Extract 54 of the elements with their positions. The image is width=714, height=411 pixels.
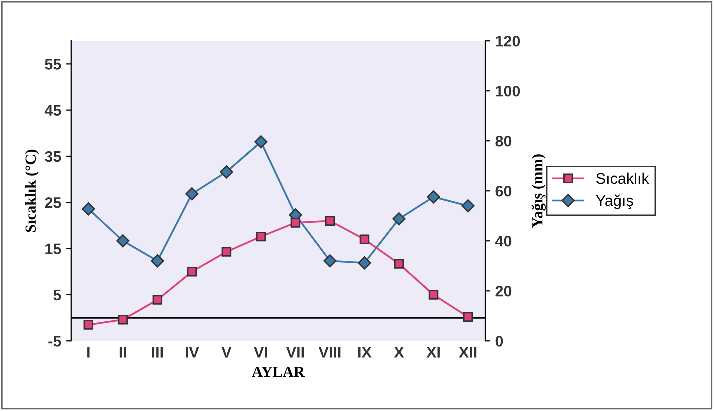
point [427, 190, 440, 204]
x-tick-label: V [222, 347, 232, 358]
y-tick-label: 55 [45, 59, 62, 70]
x-tick-label: IV [186, 347, 200, 358]
x-tick-label: II [120, 347, 126, 358]
legend-label: Sıcaklık [596, 172, 650, 184]
point [360, 234, 370, 244]
point [84, 320, 94, 330]
y2-tick-label: 120 [496, 36, 520, 47]
point [256, 232, 266, 242]
legend-label: Yağış [596, 194, 634, 210]
point [290, 218, 301, 228]
y-tick-label: 25 [45, 198, 62, 208]
y-tick-label: 35 [45, 151, 62, 162]
y2-tick-label: 80 [496, 136, 512, 147]
x-tick-label: XII [459, 347, 477, 358]
x-tick-label: X [394, 347, 404, 358]
x-tick-label: III [152, 347, 164, 358]
y2-tick-label: 20 [496, 286, 512, 297]
point [187, 267, 198, 277]
x-tick-label: I [88, 347, 90, 358]
point [118, 315, 128, 325]
y-tick-label: -5 [48, 336, 62, 347]
point [186, 188, 199, 201]
point [151, 254, 164, 268]
y-tick-label: 45 [44, 105, 62, 116]
point [462, 200, 475, 213]
y-tick-label: 15 [46, 244, 62, 254]
point [428, 290, 439, 300]
y-axis-title: Sıcaklık (°C) [25, 150, 40, 232]
y2-tick-label: 100 [496, 86, 520, 97]
point [463, 312, 474, 322]
x-tick-label: VI [254, 347, 268, 358]
x-tick-label: VII [286, 347, 304, 358]
x-tick-label: VIII [318, 347, 341, 358]
x-tick-label: XI [426, 347, 440, 358]
x-axis-title: AYLAR [252, 367, 306, 378]
point [254, 136, 268, 149]
point [325, 216, 336, 226]
y2-tick-label: 60 [496, 186, 512, 197]
point [394, 259, 404, 269]
y2-tick-label: 0 [496, 336, 504, 347]
point [116, 234, 130, 248]
point [358, 256, 372, 270]
y-tick-label: 5 [54, 290, 62, 301]
point [324, 254, 337, 268]
x-tick-label: IX [358, 347, 372, 358]
y2-tick-label: 40 [495, 236, 512, 247]
point [82, 202, 96, 216]
point [222, 247, 232, 257]
point [392, 212, 406, 226]
point [152, 295, 163, 305]
point [220, 166, 234, 179]
y2-axis-title: Yağış (mm) [532, 154, 546, 228]
